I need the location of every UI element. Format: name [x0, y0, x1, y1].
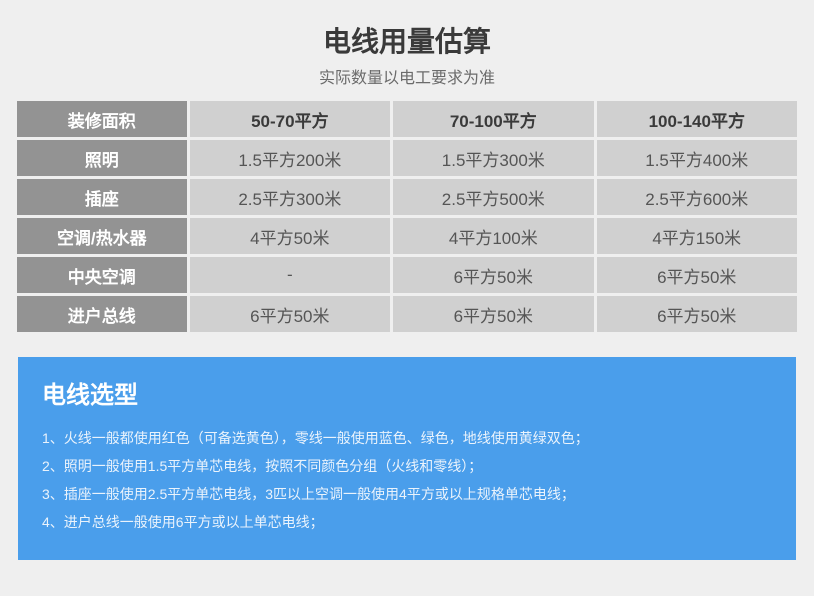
table-row: 中央空调 - 6平方50米 6平方50米	[17, 257, 797, 293]
table-cell: 2.5平方500米	[393, 179, 593, 215]
table-cell: 6平方50米	[190, 296, 390, 332]
table-row: 进户总线 6平方50米 6平方50米 6平方50米	[17, 296, 797, 332]
tips-item: 4、进户总线一般使用6平方或以上单芯电线；	[42, 508, 772, 536]
tips-item: 3、插座一般使用2.5平方单芯电线，3匹以上空调一般使用4平方或以上规格单芯电线…	[42, 480, 772, 508]
page-subtitle: 实际数量以电工要求为准	[14, 64, 800, 88]
corner-header: 装修面积	[17, 101, 187, 137]
row-header: 中央空调	[17, 257, 187, 293]
table-cell: 1.5平方400米	[597, 140, 797, 176]
col-header: 50-70平方	[190, 101, 390, 137]
tips-list: 1、火线一般都使用红色（可备选黄色），零线一般使用蓝色、绿色，地线使用黄绿双色；…	[42, 424, 772, 536]
table-cell: 4平方50米	[190, 218, 390, 254]
table-cell: 1.5平方200米	[190, 140, 390, 176]
table-cell: -	[190, 257, 390, 293]
table-cell: 6平方50米	[393, 296, 593, 332]
table-cell: 6平方50米	[597, 257, 797, 293]
row-header: 空调/热水器	[17, 218, 187, 254]
table-cell: 2.5平方300米	[190, 179, 390, 215]
row-header: 进户总线	[17, 296, 187, 332]
wire-selection-panel: 电线选型 1、火线一般都使用红色（可备选黄色），零线一般使用蓝色、绿色，地线使用…	[18, 357, 796, 560]
row-header: 插座	[17, 179, 187, 215]
table-row: 空调/热水器 4平方50米 4平方100米 4平方150米	[17, 218, 797, 254]
page-title: 电线用量估算	[14, 20, 800, 60]
table-cell: 6平方50米	[393, 257, 593, 293]
table-cell: 2.5平方600米	[597, 179, 797, 215]
wire-estimate-table: 装修面积 50-70平方 70-100平方 100-140平方 照明 1.5平方…	[14, 98, 800, 335]
table-row: 插座 2.5平方300米 2.5平方500米 2.5平方600米	[17, 179, 797, 215]
table-header-row: 装修面积 50-70平方 70-100平方 100-140平方	[17, 101, 797, 137]
table-row: 照明 1.5平方200米 1.5平方300米 1.5平方400米	[17, 140, 797, 176]
col-header: 100-140平方	[597, 101, 797, 137]
tips-item: 1、火线一般都使用红色（可备选黄色），零线一般使用蓝色、绿色，地线使用黄绿双色；	[42, 424, 772, 452]
table-cell: 4平方150米	[597, 218, 797, 254]
table-cell: 1.5平方300米	[393, 140, 593, 176]
table-cell: 4平方100米	[393, 218, 593, 254]
col-header: 70-100平方	[393, 101, 593, 137]
tips-title: 电线选型	[42, 375, 772, 410]
table-cell: 6平方50米	[597, 296, 797, 332]
row-header: 照明	[17, 140, 187, 176]
tips-item: 2、照明一般使用1.5平方单芯电线，按照不同颜色分组（火线和零线）；	[42, 452, 772, 480]
